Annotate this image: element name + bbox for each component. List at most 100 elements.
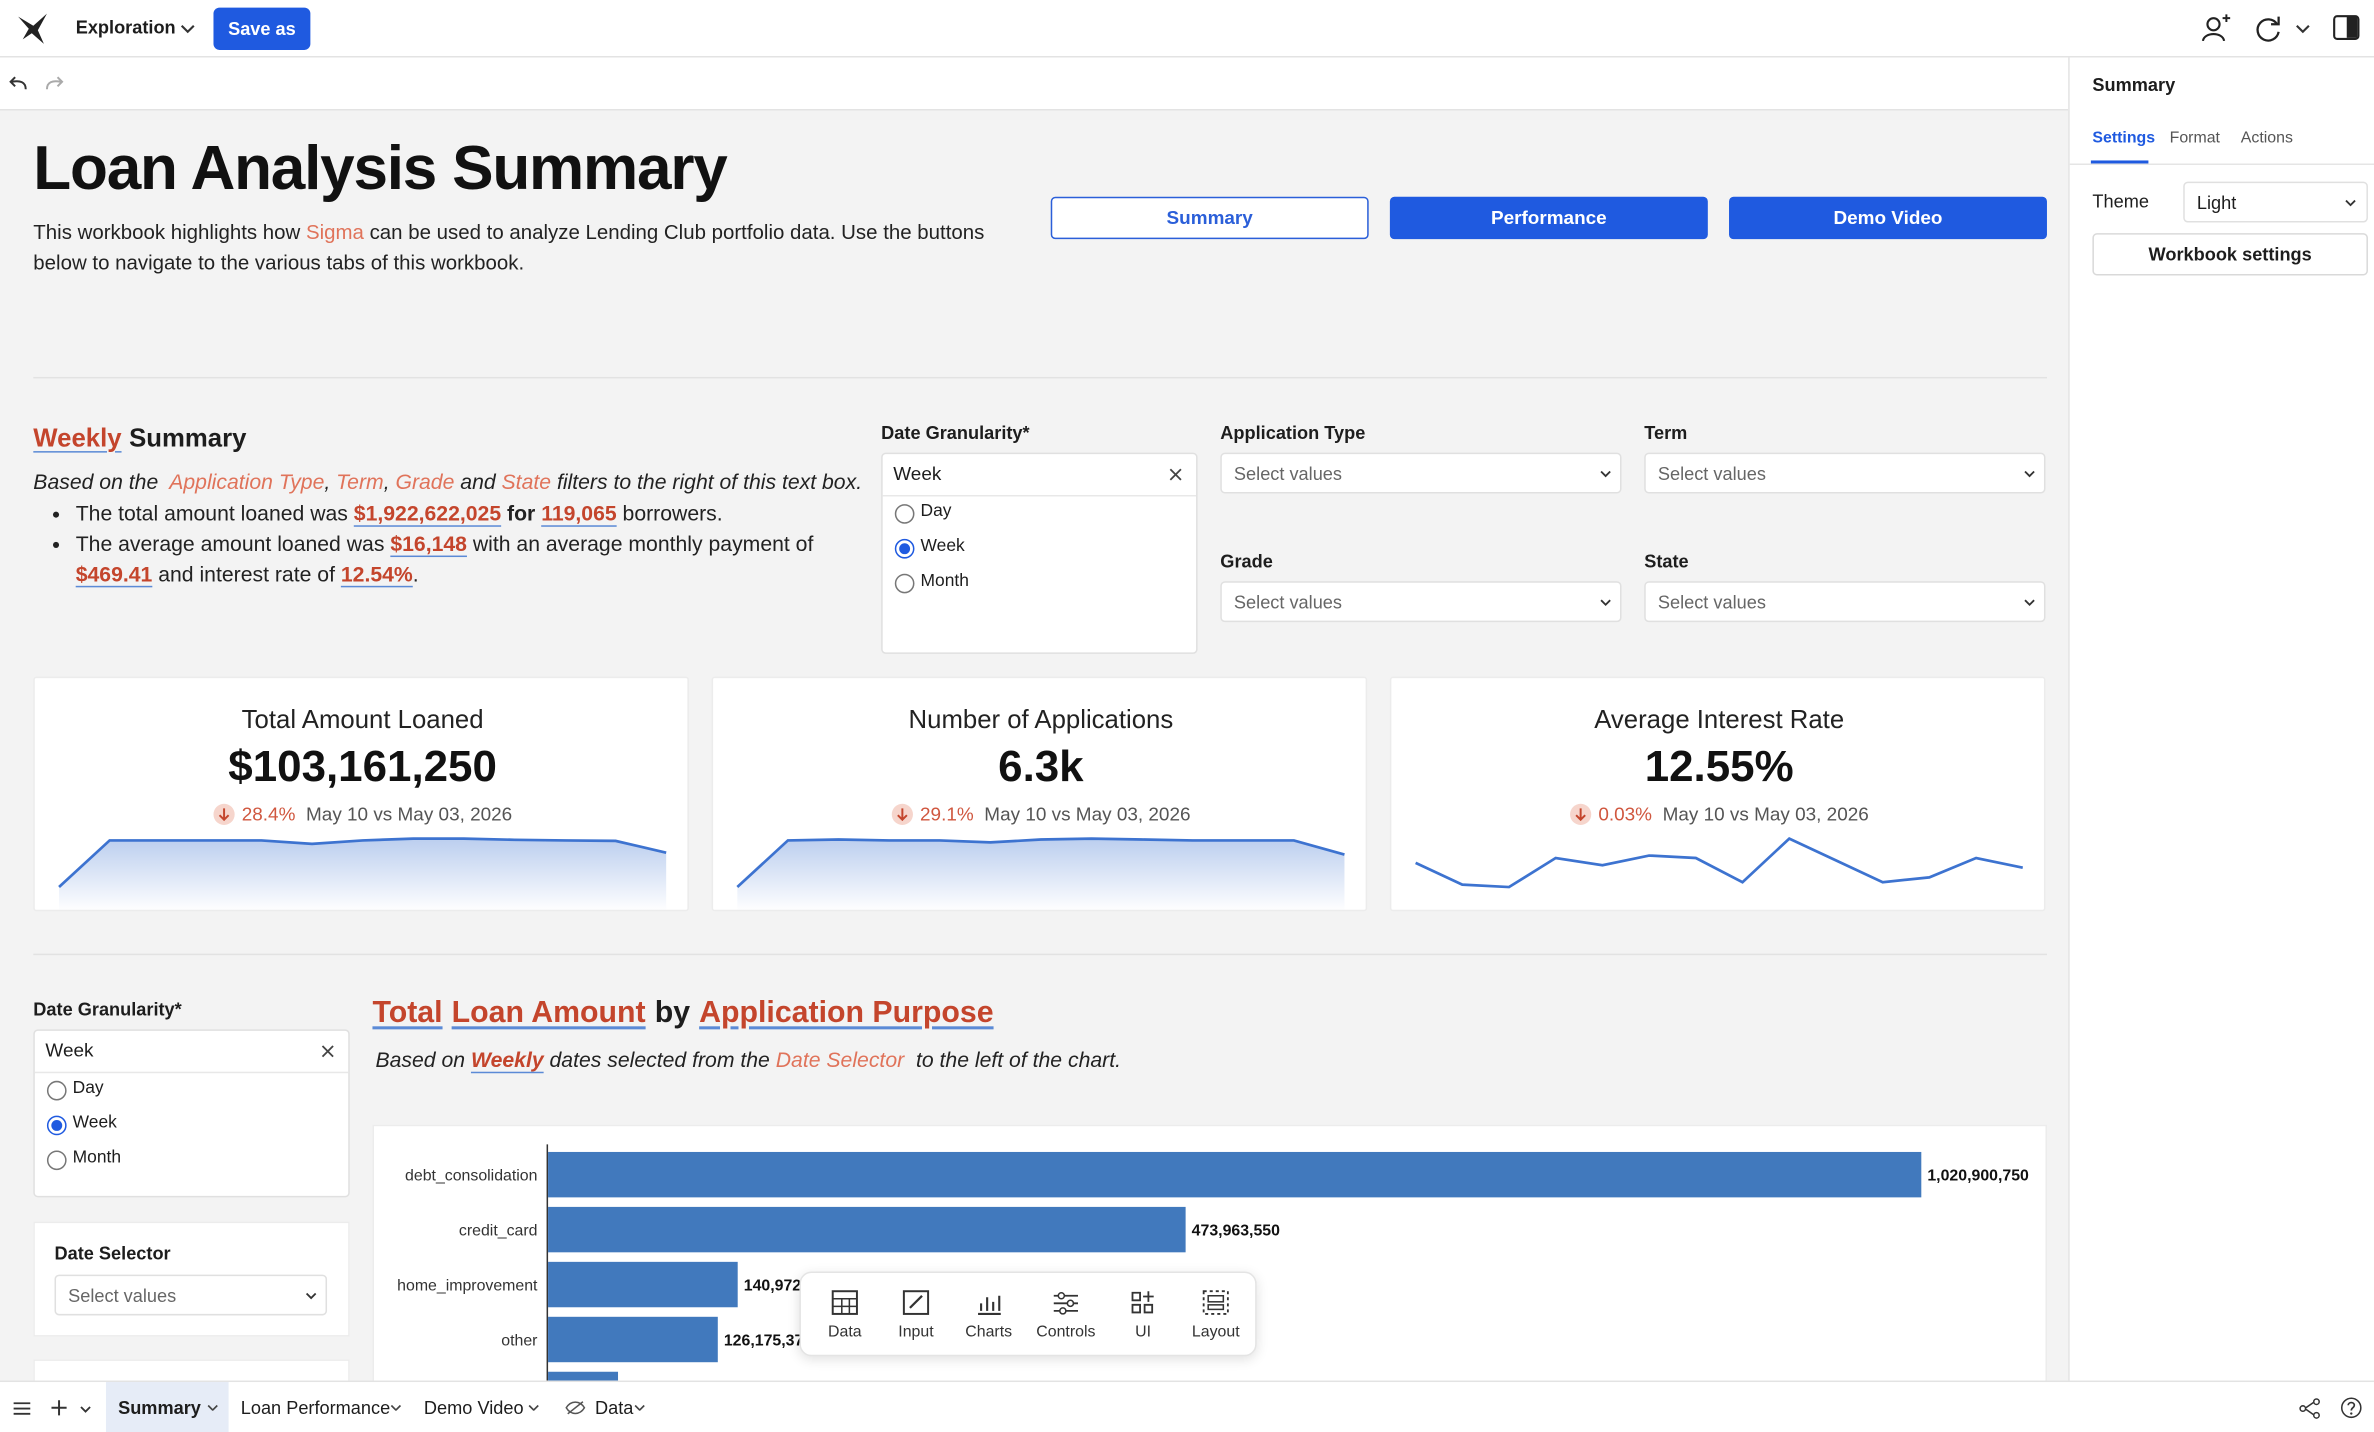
- panel-tab[interactable]: Format: [2169, 128, 2220, 147]
- icon-part: [894, 573, 915, 594]
- radio[interactable]: [46, 1115, 67, 1136]
- page-tab[interactable]: Summary: [105, 1382, 229, 1432]
- theme-select[interactable]: Light: [2183, 181, 2368, 223]
- panel-tab[interactable]: Actions: [2240, 128, 2293, 147]
- refresh-icon[interactable]: [2254, 15, 2281, 42]
- right-panel: Summary Settings Format Actions Theme Light Wo…: [2068, 57, 2374, 1381]
- workbook-settings-button[interactable]: Workbook settings: [2092, 233, 2368, 276]
- help-icon[interactable]: [2340, 1397, 2362, 1419]
- icon-part: [46, 1150, 67, 1171]
- undo-bar: [0, 57, 2069, 111]
- kpi-comparison: May 10 vs May 03, 2026: [306, 803, 513, 825]
- toolbar-icon[interactable]: [902, 1290, 930, 1316]
- redo-button[interactable]: [45, 76, 64, 91]
- radio-label[interactable]: Week: [72, 1114, 117, 1133]
- select[interactable]: Select values: [1220, 452, 1622, 494]
- chart-title: Total Loan Amount by Application Purpose: [372, 996, 1280, 1038]
- title-part: by: [654, 996, 691, 1030]
- bar: [548, 1261, 738, 1308]
- category-label: credit_card: [459, 1223, 538, 1240]
- radio[interactable]: [46, 1080, 67, 1101]
- active-tab-underline: [2090, 160, 2149, 164]
- undo-button[interactable]: [9, 76, 27, 91]
- add-chevron[interactable]: [80, 1406, 91, 1413]
- tabs-line: [2069, 163, 2374, 165]
- title-part: Application Purpose: [699, 996, 994, 1030]
- clear-button[interactable]: [1169, 468, 1182, 481]
- radio-label[interactable]: Day: [920, 502, 952, 521]
- select-chevron: [2024, 470, 2035, 478]
- theme-label: Theme: [2092, 190, 2149, 212]
- nav-button[interactable]: Performance: [1389, 196, 1708, 240]
- nav-button[interactable]: Summary: [1050, 196, 1369, 240]
- kpi-change: 28.4%: [241, 803, 296, 825]
- select[interactable]: Select values: [54, 1274, 328, 1316]
- toolbar-label[interactable]: Controls: [1036, 1323, 1096, 1342]
- page-tab[interactable]: Loan Performance: [229, 1382, 412, 1432]
- panel-toggle[interactable]: [2333, 15, 2360, 41]
- clear-button[interactable]: [321, 1045, 334, 1058]
- add-page[interactable]: [51, 1400, 67, 1416]
- kpi-change-row: 0.03% May 10 vs May 03, 2026: [1391, 801, 2047, 828]
- select[interactable]: Select values: [1644, 581, 2046, 623]
- placeholder: Select values: [68, 1285, 177, 1307]
- title-part: Total: [372, 996, 443, 1030]
- lineage-icon[interactable]: [2299, 1398, 2320, 1419]
- icon-part: [2345, 199, 2356, 207]
- radio-label[interactable]: Day: [72, 1079, 104, 1098]
- page-tab[interactable]: Demo Video: [412, 1382, 550, 1432]
- save-button[interactable]: Save as: [213, 7, 311, 50]
- icon-part: [528, 1404, 539, 1411]
- panel-title: Summary: [2092, 74, 2176, 96]
- placeholder: Select values: [1657, 463, 1766, 485]
- radio[interactable]: [894, 538, 915, 559]
- control-label: Date Selector: [54, 1242, 171, 1264]
- refresh-chevron[interactable]: [2295, 24, 2310, 34]
- icon-part: [207, 1404, 218, 1411]
- page-tab[interactable]: Data: [553, 1382, 656, 1432]
- select[interactable]: Select values: [1644, 452, 2046, 494]
- icon-part: [567, 1401, 584, 1415]
- icon-part: [1057, 1291, 1066, 1300]
- share-icon[interactable]: [2201, 14, 2231, 42]
- granularity-control: Week Day Week Month: [33, 1029, 350, 1198]
- select[interactable]: Select values: [1220, 581, 1622, 623]
- toolbar-icon[interactable]: [831, 1290, 858, 1316]
- mode-name[interactable]: Exploration: [75, 16, 176, 38]
- icon-part: [2312, 1411, 2320, 1419]
- radio[interactable]: [46, 1150, 67, 1171]
- toolbar-label[interactable]: UI: [1135, 1323, 1152, 1342]
- icon-part: [1066, 1299, 1075, 1308]
- select-chevron: [2345, 199, 2356, 207]
- toolbar-label[interactable]: Layout: [1191, 1323, 1240, 1342]
- canvas: Loan Analysis Summary This workbook highl…: [0, 110, 2069, 1390]
- toolbar-label[interactable]: Charts: [965, 1323, 1013, 1342]
- logo[interactable]: [17, 12, 50, 45]
- radio[interactable]: [894, 573, 915, 594]
- value-label: 1,020,900,750: [1927, 1168, 2029, 1185]
- sparkline-line: [736, 837, 1345, 889]
- mode-chevron[interactable]: [180, 24, 195, 34]
- radio-label[interactable]: Month: [920, 572, 969, 591]
- nav-button[interactable]: Demo Video: [1729, 196, 2047, 240]
- toolbar-label[interactable]: Input: [898, 1323, 934, 1342]
- panel-tab[interactable]: Settings: [2092, 128, 2156, 147]
- toolbar-label[interactable]: Data: [828, 1323, 862, 1342]
- toolbar-icon[interactable]: [975, 1290, 1002, 1316]
- toolbar-icon[interactable]: [1129, 1290, 1156, 1316]
- kpi-title: Average Interest Rate: [1594, 705, 1845, 735]
- kpi-value: 6.3k: [998, 743, 1084, 792]
- sparkline-line: [58, 837, 667, 889]
- tab-label: Data: [595, 1397, 634, 1419]
- radio-label[interactable]: Week: [920, 537, 965, 556]
- text-part: for: [501, 501, 542, 526]
- text-part: State: [501, 469, 552, 494]
- select-chevron: [1600, 599, 1611, 607]
- toolbar-icon[interactable]: [1052, 1290, 1079, 1316]
- pages-menu[interactable]: [13, 1402, 31, 1416]
- radio[interactable]: [894, 504, 915, 524]
- kpi-card: Total Amount Loaned $103,161,250 28.4% May …: [33, 676, 689, 912]
- icon-part: [2340, 1397, 2362, 1419]
- radio-label[interactable]: Month: [72, 1148, 122, 1168]
- toolbar-icon[interactable]: [1202, 1290, 1229, 1316]
